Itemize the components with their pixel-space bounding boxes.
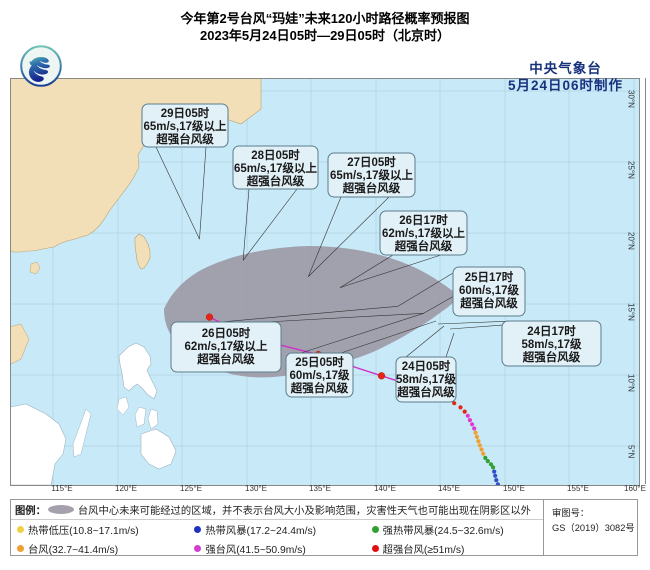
svg-text:超强台风级: 超强台风级 (394, 239, 453, 253)
svg-text:60m/s,17级: 60m/s,17级 (459, 283, 520, 297)
svg-text:58m/s,17级: 58m/s,17级 (396, 372, 457, 386)
svg-text:62m/s,17级以上: 62m/s,17级以上 (382, 226, 466, 240)
svg-text:65m/s,17级以上: 65m/s,17级以上 (330, 168, 414, 182)
svg-text:29日05时: 29日05时 (161, 106, 210, 120)
svg-text:超强台风级: 超强台风级 (290, 381, 349, 395)
svg-text:26日05时: 26日05时 (202, 326, 251, 340)
svg-text:超强台风级: 超强台风级 (196, 352, 255, 366)
svg-text:28日05时: 28日05时 (251, 148, 300, 162)
svg-text:65m/s,17级以上: 65m/s,17级以上 (143, 119, 227, 133)
svg-text:超强台风级: 超强台风级 (396, 385, 455, 399)
svg-text:60m/s,17级: 60m/s,17级 (289, 368, 350, 382)
svg-text:65m/s,17级以上: 65m/s,17级以上 (234, 161, 318, 175)
svg-text:24日17时: 24日17时 (527, 324, 576, 338)
svg-text:58m/s,17级: 58m/s,17级 (521, 337, 582, 351)
svg-text:超强台风级: 超强台风级 (459, 296, 518, 310)
svg-text:超强台风级: 超强台风级 (246, 174, 305, 188)
svg-text:24日05时: 24日05时 (402, 359, 451, 373)
svg-text:27日05时: 27日05时 (347, 155, 396, 169)
svg-text:超强台风级: 超强台风级 (522, 350, 581, 364)
svg-text:25日05时: 25日05时 (295, 355, 344, 369)
svg-text:超强台风级: 超强台风级 (155, 132, 214, 146)
svg-text:26日17时: 26日17时 (399, 213, 448, 227)
svg-text:25日17时: 25日17时 (465, 270, 514, 284)
svg-text:62m/s,17级以上: 62m/s,17级以上 (184, 339, 268, 353)
svg-text:超强台风级: 超强台风级 (342, 181, 401, 195)
